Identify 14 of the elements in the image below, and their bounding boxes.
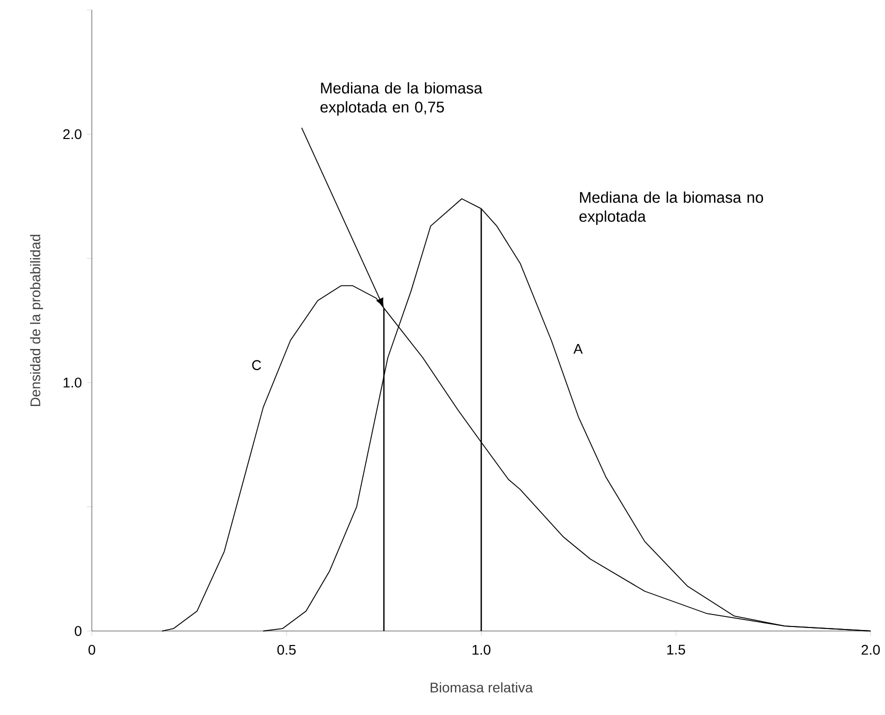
y-tick-label: 1.0 xyxy=(64,378,82,388)
x-tick-label: 2.0 xyxy=(862,644,880,655)
x-tick-label: 0.5 xyxy=(277,644,296,655)
y-tick-label: 0 xyxy=(74,626,82,636)
y-axis-title: Densidad de la probabilidad xyxy=(30,234,44,406)
x-axis-title: Biomasa relativa xyxy=(430,682,533,693)
series-label: A xyxy=(573,344,583,354)
x-tick-label: 0 xyxy=(88,644,96,655)
annotation: Mediana de la biomasa no explotada xyxy=(579,192,764,225)
x-tick-label: 1.5 xyxy=(667,644,686,655)
series-label: C xyxy=(252,360,262,370)
annotation: Mediana de la biomasa explotada en 0,75 xyxy=(320,82,482,116)
x-tick-label: 1.0 xyxy=(472,644,490,655)
y-tick-label: 2.0 xyxy=(63,129,82,140)
